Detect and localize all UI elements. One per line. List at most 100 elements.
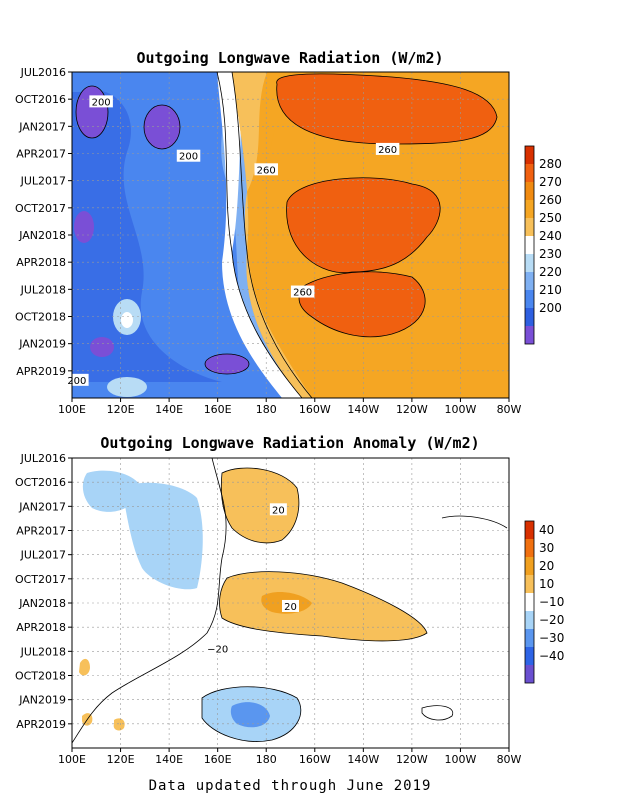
olr-y-tick-label: APR2017 — [16, 148, 66, 161]
olr-contour-label: 200 — [179, 152, 198, 163]
footer-note: Data updated through June 2019 — [149, 778, 432, 794]
anomaly-y-tick-label: APR2019 — [16, 718, 66, 731]
anomaly-colorbar-swatch — [525, 647, 534, 665]
olr-colorbar-swatch — [525, 200, 534, 218]
olr-contour-label: 200 — [92, 97, 111, 108]
olr-region-270-top — [276, 73, 497, 144]
olr-colorbar-label: 270 — [539, 175, 562, 189]
olr-pocket-2 — [121, 312, 133, 328]
olr-y-tick-label: APR2019 — [16, 365, 66, 378]
anomaly-y-tick-label: JAN2018 — [18, 597, 66, 610]
olr-field: 200 200 200 260 260 260 — [65, 71, 509, 399]
anomaly-contour-label-bg — [282, 599, 299, 612]
olr-colorbar-label: 240 — [539, 229, 562, 243]
anomaly-x-tick-label: 100E — [58, 753, 86, 766]
anomaly-colorbar-swatch — [525, 557, 534, 575]
anomaly-y-tick-label: JUL2018 — [20, 645, 66, 658]
anomaly-y-tick-label: JAN2019 — [18, 694, 66, 707]
olr-x-tick-label: 180 — [256, 403, 277, 416]
anomaly-contours — [71, 457, 508, 744]
olr-panel: Outgoing Longwave Radiation (W/m2) — [15, 49, 562, 416]
olr-contour-label-bg — [375, 142, 400, 155]
anomaly-colorbar: −40 −30 −20 −10 10 20 30 40 — [524, 520, 564, 684]
olr-y-tick-label: JUL2016 — [20, 66, 66, 79]
anomaly-contour-label: 20 — [284, 602, 297, 613]
anomaly-colorbar-swatch — [525, 575, 534, 593]
anomaly-colorbar-label: −40 — [539, 649, 564, 663]
anomaly-x-ticks: 100E 120E 140E 160E 180 160W 140W 120W 100W 80W — [58, 748, 522, 766]
olr-x-tick-label: 160E — [204, 403, 232, 416]
anomaly-colorbar-swatch — [525, 521, 534, 539]
olr-y-tick-label: JAN2018 — [18, 229, 66, 242]
anomaly-colorbar-label: 30 — [539, 541, 554, 555]
anomaly-colorbar-frame — [524, 520, 535, 684]
olr-colorbar-label: 210 — [539, 283, 562, 297]
olr-x-tick-label: 160W — [299, 403, 331, 416]
olr-low-2 — [144, 105, 180, 149]
olr-contour-label: 260 — [257, 165, 276, 176]
olr-pocket-3 — [107, 377, 147, 397]
anomaly-y-tick-label: JAN2017 — [18, 500, 66, 513]
anomaly-x-tick-label: 160W — [299, 753, 331, 766]
anomaly-y-tick-label: JUL2016 — [20, 452, 66, 465]
anomaly-contour-labels: 20 20 −20 — [205, 503, 299, 655]
anomaly-contour-label: −20 — [207, 644, 228, 655]
olr-colorbar-label: 280 — [539, 157, 562, 171]
olr-colorbar-label: 230 — [539, 247, 562, 261]
anom-pos-b — [219, 571, 427, 641]
olr-colorbar-swatch — [525, 254, 534, 272]
anomaly-x-tick-label: 80W — [497, 753, 522, 766]
olr-y-tick-label: OCT2018 — [15, 311, 66, 324]
anomaly-x-tick-label: 180 — [256, 753, 277, 766]
anomaly-x-tick-label: 120W — [396, 753, 428, 766]
olr-y-tick-label: OCT2017 — [15, 202, 66, 215]
olr-region-270-mid — [286, 177, 441, 273]
anomaly-contour-label-bg — [269, 503, 287, 516]
anomaly-x-tick-label: 160E — [204, 753, 232, 766]
olr-y-ticks: JUL2016 OCT2016 JAN2017 APR2017 JUL2017 OCT20… — [15, 66, 72, 378]
olr-colorbar-swatch — [525, 182, 534, 200]
olr-y-tick-label: JAN2019 — [18, 338, 66, 351]
anomaly-title: Outgoing Longwave Radiation Anomaly (W/m… — [100, 434, 479, 452]
anomaly-colorbar-swatch — [525, 611, 534, 629]
anomaly-colorbar-label: −30 — [539, 631, 564, 645]
olr-x-ticks: 100E 120E 140E 160E 180 160W 140W 120W 100W 80W — [58, 398, 522, 416]
olr-title: Outgoing Longwave Radiation (W/m2) — [136, 49, 443, 67]
olr-colorbar-swatch — [525, 146, 534, 164]
anomaly-colorbar-swatch — [525, 539, 534, 557]
olr-y-tick-label: JUL2017 — [20, 175, 66, 188]
olr-contour-label-bg — [254, 163, 278, 176]
anomaly-x-tick-label: 140W — [347, 753, 379, 766]
olr-contour-label-bg — [176, 149, 201, 162]
anom-pos-a — [221, 468, 299, 543]
anomaly-colorbar-label: 40 — [539, 523, 554, 537]
olr-contour-label: 260 — [293, 288, 312, 299]
olr-colorbar-label: 220 — [539, 265, 562, 279]
anomaly-colorbar-label: 20 — [539, 559, 554, 573]
anomaly-panel: Outgoing Longwave Radiation Anomaly (W/m… — [15, 434, 564, 766]
anomaly-y-tick-label: OCT2017 — [15, 573, 66, 586]
olr-low-4 — [205, 354, 249, 374]
olr-colorbar-swatch — [525, 326, 534, 344]
anom-neg-b — [122, 482, 203, 590]
olr-colorbar-frame — [524, 145, 535, 345]
olr-colorbar-label: 250 — [539, 211, 562, 225]
olr-colorbar-swatch — [525, 272, 534, 290]
anomaly-y-tick-label: APR2017 — [16, 525, 66, 538]
anom-pos-f — [113, 718, 125, 731]
anom-neg-d — [230, 702, 270, 728]
anomaly-colorbar-label: −10 — [539, 595, 564, 609]
olr-colorbar-swatch — [525, 290, 534, 308]
olr-y-tick-label: JAN2017 — [18, 120, 66, 133]
olr-x-tick-label: 120E — [107, 403, 135, 416]
olr-contour-label: 200 — [67, 376, 86, 387]
anomaly-y-tick-label: OCT2018 — [15, 670, 66, 683]
anomaly-y-tick-label: OCT2016 — [15, 476, 66, 489]
olr-colorbar-swatch — [525, 308, 534, 326]
anomaly-y-ticks: JUL2016 OCT2016 JAN2017 APR2017 JUL2017 OCT20… — [15, 452, 72, 731]
olr-x-tick-label: 100W — [445, 403, 477, 416]
olr-contour-label-bg — [89, 95, 113, 108]
anomaly-x-tick-label: 120E — [107, 753, 135, 766]
anomaly-x-tick-label: 140E — [155, 753, 183, 766]
